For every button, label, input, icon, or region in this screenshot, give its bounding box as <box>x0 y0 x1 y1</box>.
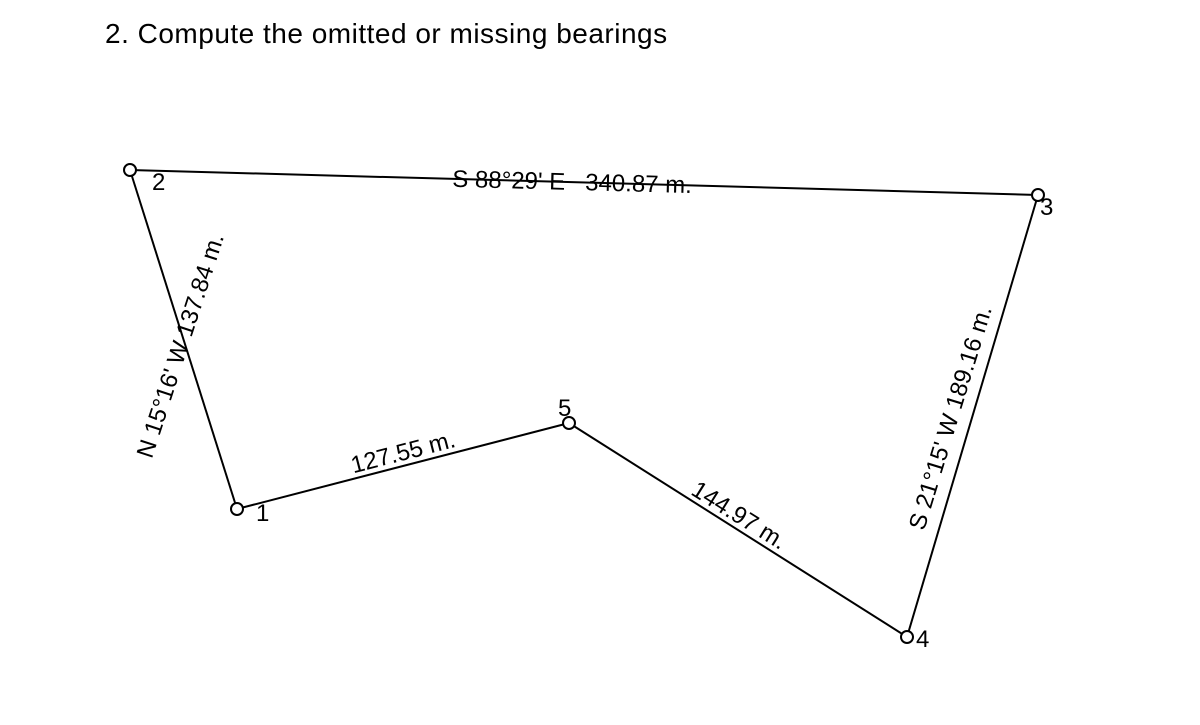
dist-4-5: 144.97 m. <box>687 476 792 555</box>
bearing-2-3: S 88°29' E <box>452 166 566 196</box>
edge-3-4 <box>907 195 1038 637</box>
vertex-label-3: 3 <box>1040 194 1053 221</box>
vertex-2 <box>124 164 136 176</box>
bearing-dist-3-4: S 21°15' W 189.16 m. <box>904 302 998 533</box>
vertex-label-2: 2 <box>152 169 165 196</box>
edge-label-3-4: S 21°15' W 189.16 m. <box>904 302 998 533</box>
dist-2-3: 340.87 m. <box>585 169 692 199</box>
edge-label-1-2: N 15°16' W 137.84 m. <box>132 230 230 461</box>
dist-5-1: 127.55 m. <box>348 426 458 479</box>
bearing-dist-1-2: N 15°16' W 137.84 m. <box>132 230 230 461</box>
vertex-label-4: 4 <box>916 626 929 653</box>
edge-label-4-5: 144.97 m. <box>687 476 792 555</box>
vertex-label-5: 5 <box>558 395 571 422</box>
vertex-label-1: 1 <box>256 500 269 527</box>
vertex-1 <box>231 503 243 515</box>
traverse-diagram: 1 2 3 4 5 N 15°16' W 137.84 m. S 88°29' E 340.8… <box>0 0 1200 725</box>
vertex-4 <box>901 631 913 643</box>
edge-label-5-1: 127.55 m. <box>348 426 458 479</box>
